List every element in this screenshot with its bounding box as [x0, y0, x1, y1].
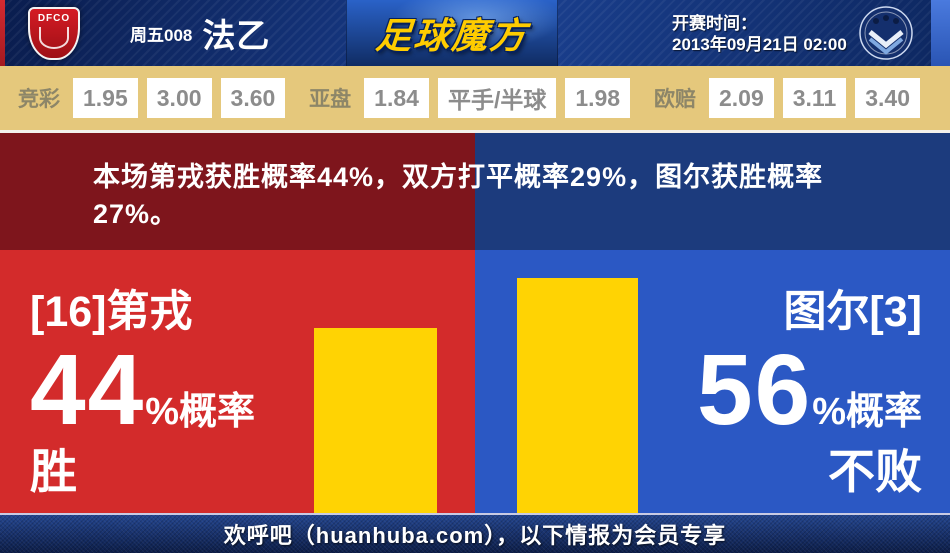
site-logo-text: 足球魔方 [373, 15, 530, 56]
away-percent-value: 56 [696, 334, 813, 446]
away-team-logo-badge [859, 6, 913, 60]
summary-banner-blue-half [475, 133, 950, 250]
home-panel-text: [16]第戎 44 %概率 胜 [30, 288, 255, 498]
home-team-name: [16]第戎 [30, 288, 193, 336]
euro-odds-group: 欧赔 2.09 3.11 3.40 [654, 78, 920, 118]
jingcai-label: 竞彩 [18, 88, 60, 111]
odds-separator [0, 130, 950, 133]
jingcai-away-odds: 3.60 [220, 78, 286, 118]
away-probability-bar [517, 278, 638, 513]
jingcai-draw-odds: 3.00 [146, 78, 212, 118]
euro-draw-odds: 3.11 [782, 78, 847, 118]
kickoff-time-block: 开赛时间： 2013年09月21日 02:00 [672, 13, 847, 55]
away-team-name: 图尔[3] [783, 288, 922, 336]
home-team-logo-crest [39, 27, 69, 49]
jingcai-odds-group: 竞彩 1.95 3.00 3.60 [18, 78, 286, 118]
match-number-label: 周五008 [130, 25, 193, 45]
away-result-label: 不败 [828, 445, 922, 498]
asian-away-odds: 1.98 [565, 78, 631, 118]
home-panel: [16]第戎 44 %概率 胜 [0, 250, 475, 513]
jingcai-home-odds: 1.95 [73, 78, 138, 118]
away-percent-row: 56 %概率 [696, 334, 922, 446]
footer-text: 欢呼吧（huanhuba.com），以下情报为会员专享 [223, 523, 727, 548]
site-logo: 足球魔方 [346, 0, 558, 66]
home-percent-suffix: %概率 [145, 391, 256, 433]
home-team-logo-text: DFCO [37, 13, 71, 24]
away-percent-suffix: %概率 [812, 391, 922, 433]
right-edge-stripe [931, 0, 950, 66]
footer-separator [0, 513, 950, 515]
home-percent-row: 44 %概率 [30, 334, 256, 446]
summary-banner-red-half [0, 133, 475, 250]
home-percent-value: 44 [30, 334, 146, 446]
footer-bar: 欢呼吧（huanhuba.com），以下情报为会员专享 [0, 515, 950, 553]
left-edge-stripe [0, 0, 5, 66]
match-info: 周五008 法乙 [130, 0, 270, 66]
asian-handicap-group: 亚盘 1.84 平手/半球 1.98 [309, 78, 631, 118]
kickoff-label: 开赛时间： [672, 14, 757, 33]
home-team-logo: DFCO [28, 7, 80, 60]
asian-handicap-label: 亚盘 [309, 88, 352, 111]
euro-odds-label: 欧赔 [653, 88, 696, 111]
home-result-label: 胜 [30, 445, 77, 498]
probability-panels: [16]第戎 44 %概率 胜 图尔[3] 56 %概率 不败 [0, 250, 950, 513]
away-panel: 图尔[3] 56 %概率 不败 [475, 250, 950, 513]
asian-handicap-line: 平手/半球 [437, 78, 557, 118]
away-team-logo [858, 5, 914, 61]
euro-home-odds: 2.09 [708, 78, 774, 118]
home-probability-bar [314, 328, 437, 513]
league-label: 法乙 [202, 17, 271, 54]
kickoff-time: 2013年09月21日 02:00 [672, 35, 847, 54]
away-panel-text: 图尔[3] 56 %概率 不败 [697, 288, 922, 498]
asian-home-odds: 1.84 [364, 78, 429, 118]
summary-banner: 本场第戎获胜概率44%，双方打平概率29%，图尔获胜概率27%。 [0, 133, 950, 250]
header-bar: DFCO 周五008 法乙 足球魔方 开赛时间： 2013年09月21日 02:… [0, 0, 950, 66]
summary-text: 本场第戎获胜概率44%，双方打平概率29%，图尔获胜概率27%。 [93, 162, 824, 229]
odds-bar: 竞彩 1.95 3.00 3.60 亚盘 1.84 平手/半球 1.98 欧赔 … [0, 66, 950, 130]
euro-away-odds: 3.40 [855, 78, 920, 118]
